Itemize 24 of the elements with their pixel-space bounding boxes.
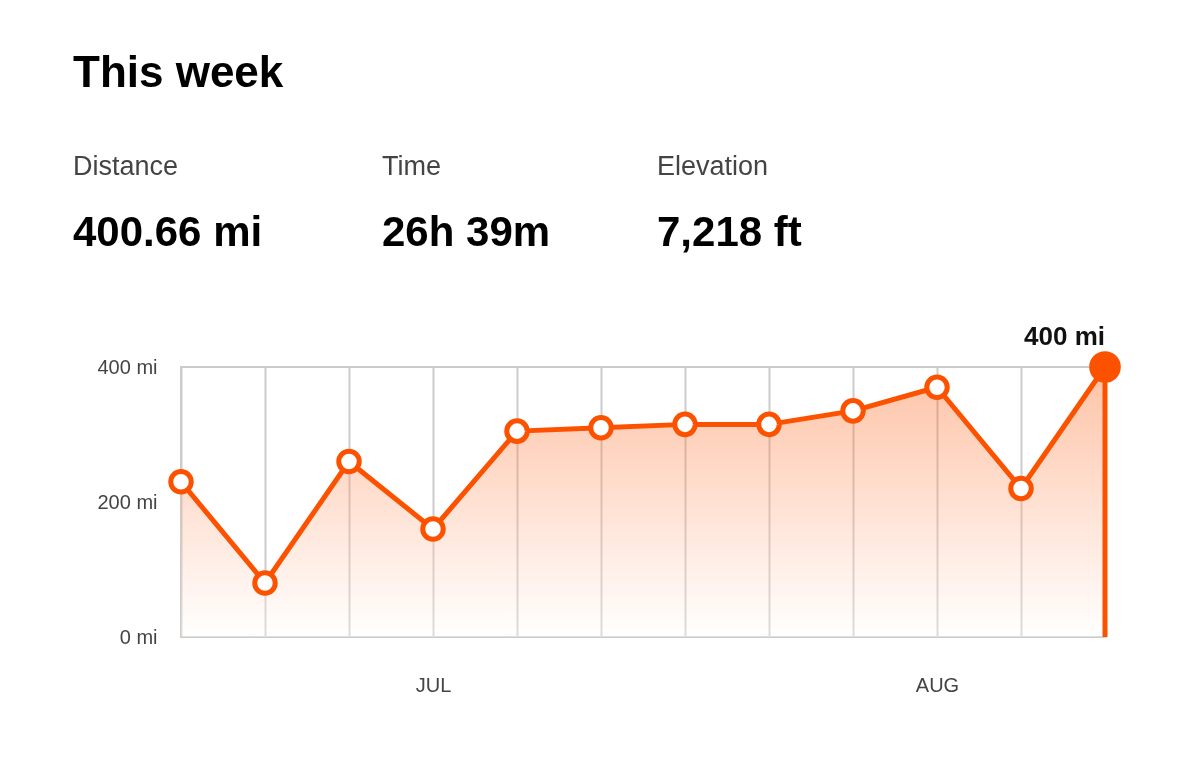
point bbox=[840, 398, 866, 424]
point bbox=[504, 418, 530, 444]
x-tick-label: AUG bbox=[915, 673, 960, 696]
point bbox=[420, 516, 446, 542]
y-tick-label: 0 mi bbox=[119, 625, 158, 648]
chart-title: This week bbox=[73, 47, 284, 96]
point bbox=[252, 570, 278, 596]
point bbox=[588, 415, 614, 441]
point bbox=[672, 411, 698, 438]
y-tick-label: 400 mi bbox=[97, 355, 158, 378]
point bbox=[924, 374, 950, 400]
y-tick-label: 200 mi bbox=[97, 490, 158, 513]
data-label: 400 mi bbox=[1024, 321, 1105, 351]
text: 400.66 mi bbox=[73, 208, 263, 255]
point bbox=[336, 448, 362, 475]
point bbox=[756, 411, 782, 438]
text: Distance bbox=[73, 151, 179, 181]
point bbox=[1008, 475, 1034, 502]
point bbox=[168, 469, 194, 495]
text: 7,218 ft bbox=[657, 208, 802, 255]
x-tick-label: JUL bbox=[415, 673, 452, 696]
text: Time bbox=[382, 151, 441, 181]
text: Elevation bbox=[657, 151, 769, 181]
text: 26h 39m bbox=[382, 208, 551, 255]
